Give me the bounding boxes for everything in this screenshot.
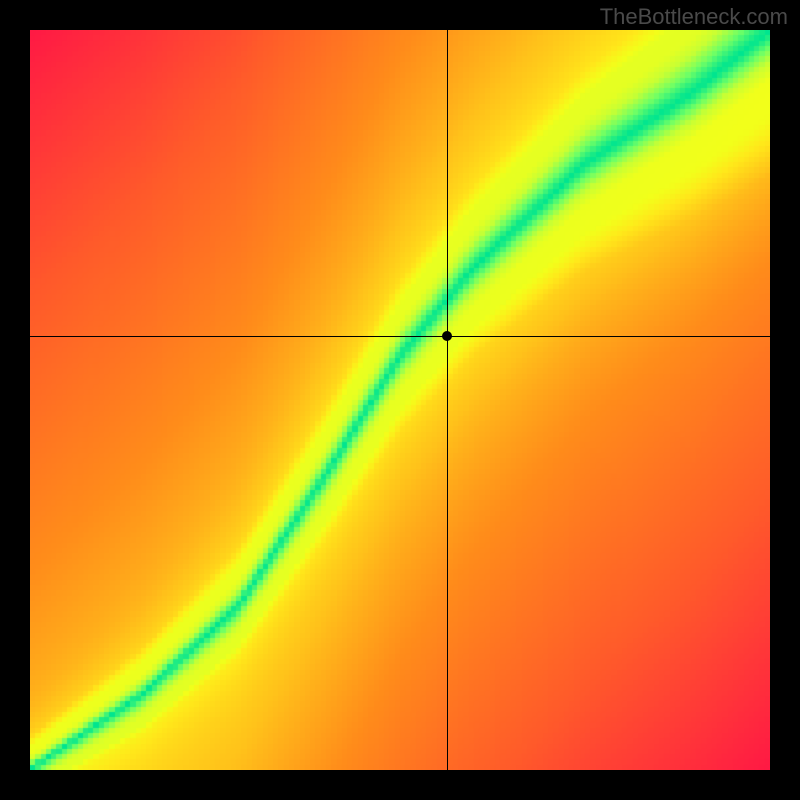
heatmap-plot xyxy=(30,30,770,770)
watermark-text: TheBottleneck.com xyxy=(600,4,788,30)
heatmap-canvas xyxy=(30,30,770,770)
crosshair-horizontal xyxy=(30,336,770,337)
crosshair-vertical xyxy=(447,30,448,770)
crosshair-marker xyxy=(442,331,452,341)
